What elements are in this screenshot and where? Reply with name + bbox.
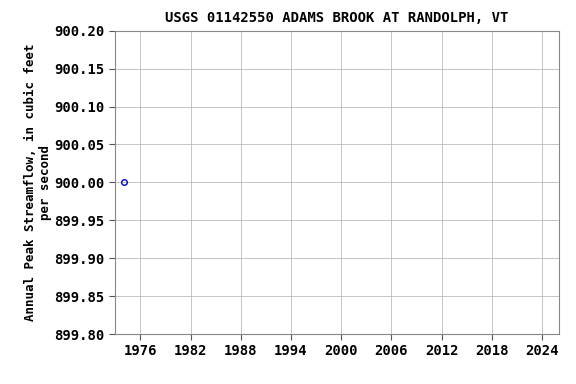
Y-axis label: Annual Peak Streamflow, in cubic feet
per second: Annual Peak Streamflow, in cubic feet pe… — [24, 44, 52, 321]
Title: USGS 01142550 ADAMS BROOK AT RANDOLPH, VT: USGS 01142550 ADAMS BROOK AT RANDOLPH, V… — [165, 12, 509, 25]
